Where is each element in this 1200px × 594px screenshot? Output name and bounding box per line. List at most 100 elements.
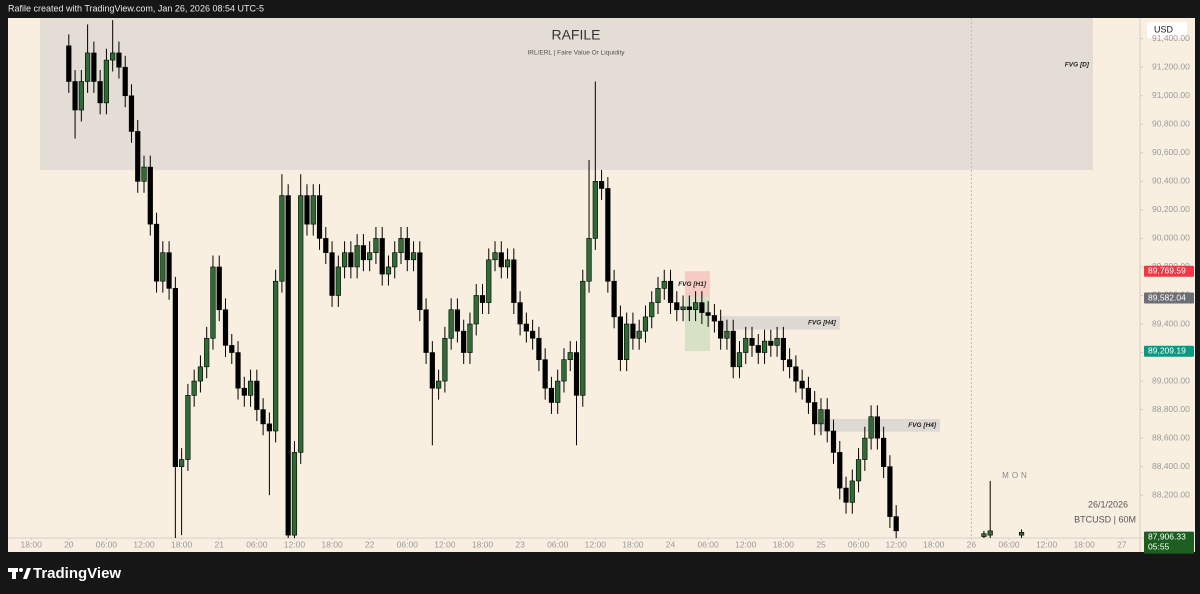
candle-body (542, 359, 548, 389)
candle-body (674, 302, 680, 311)
y-tick-label: 90,600.00 (1152, 147, 1190, 157)
candle-body (335, 266, 341, 296)
candle-body (755, 345, 761, 353)
candle-body (461, 330, 467, 353)
candle-body (222, 309, 229, 346)
candle-body (743, 337, 749, 353)
candle-body (686, 306, 692, 311)
candle-body (655, 288, 661, 303)
candle-body (855, 459, 862, 482)
zones (39, 18, 1093, 432)
candle-body (235, 352, 241, 389)
candle-body (504, 259, 511, 268)
candle-body (837, 452, 843, 489)
candle-body (824, 409, 830, 432)
candle-body (479, 295, 486, 303)
candle-body (1018, 531, 1025, 536)
candles (66, 20, 1025, 538)
candle-body (191, 380, 197, 396)
candle-body (799, 380, 805, 389)
candle-body (160, 252, 166, 282)
symbol-watermark: BTCUSD | 60M (1074, 514, 1136, 524)
zone-label: FVG [D] (1065, 62, 1090, 69)
y-tick-label: 91,200.00 (1152, 61, 1190, 71)
x-tick-label: 26 (967, 539, 977, 549)
candle-body (611, 280, 617, 318)
fvg-zone (39, 18, 1093, 170)
footer-logo[interactable]: TradingView (33, 565, 121, 582)
y-tick-label: 89,400.00 (1152, 318, 1190, 328)
candle-body (561, 359, 567, 382)
x-tick-label: 12:00 (735, 539, 757, 549)
candle-body (605, 188, 611, 282)
x-tick-label: 22 (365, 539, 375, 549)
candle-body (97, 81, 103, 104)
x-tick-label: 18:00 (923, 539, 945, 549)
candle-body (404, 238, 410, 261)
y-tick-label: 90,200.00 (1152, 204, 1190, 214)
x-tick-label: 18:00 (321, 539, 343, 549)
candle-body (874, 416, 880, 439)
candle-body (467, 323, 473, 353)
candle-body (166, 252, 172, 289)
y-tick-label: 88,800.00 (1152, 404, 1190, 414)
candle-body (291, 452, 298, 536)
candle-body (316, 195, 323, 239)
logo-icon (8, 568, 31, 579)
x-tick-label: 18:00 (171, 539, 193, 549)
candle-body (429, 352, 435, 389)
price-label-box (1144, 292, 1194, 304)
candle-body (705, 312, 711, 316)
candle-body (548, 387, 555, 403)
candle-body (592, 181, 598, 239)
x-tick-label: 12:00 (1036, 539, 1058, 549)
candle-body (849, 480, 855, 503)
price-label: 87,906.33 (1148, 531, 1186, 541)
candle-body (555, 380, 561, 403)
candle-body (987, 530, 993, 536)
candle-body (341, 252, 348, 268)
footer-bar (0, 552, 1200, 594)
countdown: 05:55 (1148, 541, 1170, 551)
chart-panel (8, 18, 1195, 552)
candle-body (718, 320, 724, 339)
zone-label: FVG [H1] (678, 281, 707, 288)
candle-body (536, 337, 542, 360)
candle-body (310, 195, 316, 225)
candle-body (649, 302, 655, 318)
chart-subtitle: IRL/ERL | Faire Value Or Liquidity (527, 50, 625, 57)
candle-body (298, 195, 304, 453)
y-tick-label: 91,000.00 (1152, 90, 1190, 100)
candle-body (354, 245, 360, 268)
date-watermark: 26/1/2026 (1088, 499, 1128, 509)
x-tick-label: 12:00 (434, 539, 456, 549)
candle-body (367, 252, 373, 261)
x-tick-label: 06:00 (547, 539, 569, 549)
candle-body (398, 238, 404, 253)
candle-body (598, 181, 605, 189)
candle-body (373, 238, 379, 253)
candle-body (749, 337, 755, 346)
y-tick-label: 88,600.00 (1152, 432, 1190, 442)
candle-body (323, 238, 329, 253)
candle-body (436, 380, 442, 389)
candle-body (417, 252, 423, 311)
x-tick-label: 06:00 (998, 539, 1020, 549)
candle-body (881, 437, 887, 467)
candle-body (642, 316, 649, 332)
candle-body (216, 266, 222, 311)
candle-body (805, 387, 812, 403)
candle-body (724, 330, 730, 339)
price-label-box (1144, 531, 1194, 554)
zone-label: FVG [H4] (808, 320, 837, 327)
candle-body (630, 323, 636, 339)
candle-body (210, 266, 216, 339)
price-label: 89,582.04 (1148, 292, 1186, 302)
candle-body (103, 59, 110, 104)
x-tick-label: 06:00 (246, 539, 268, 549)
candle-body (410, 252, 417, 261)
candle-body (442, 337, 448, 382)
candle-body (624, 323, 630, 360)
currency: USD (1154, 24, 1174, 34)
